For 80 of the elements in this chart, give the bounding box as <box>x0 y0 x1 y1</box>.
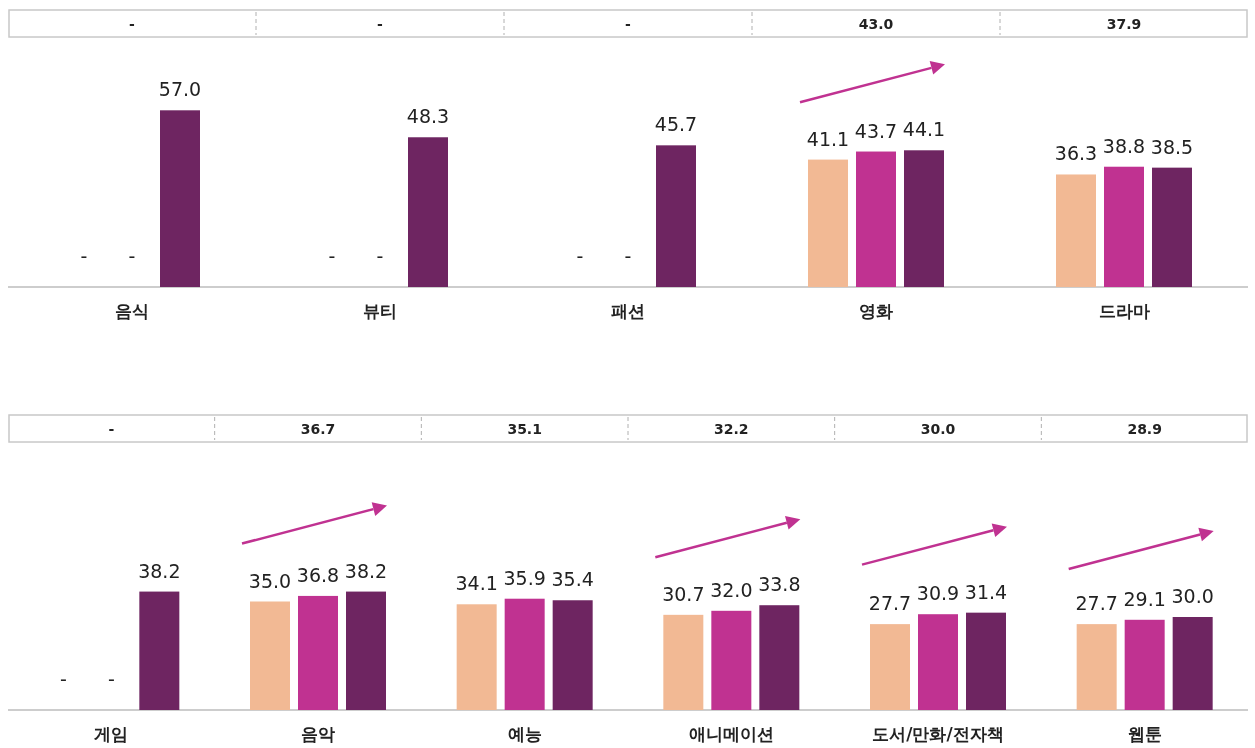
text: 30.0 <box>920 420 956 437</box>
bar <box>160 110 200 287</box>
data-label: 35.0 <box>248 569 292 592</box>
text: - <box>376 245 384 267</box>
text: 43.0 <box>858 15 894 32</box>
data-label: 34.1 <box>455 572 498 595</box>
text: - <box>377 15 384 32</box>
x-tick-label: 음식 <box>115 301 149 321</box>
bar <box>1056 174 1096 287</box>
x-tick-label: 웹툰 <box>1127 724 1162 744</box>
data-label: 36.8 <box>296 563 340 586</box>
bar <box>870 624 910 710</box>
bar <box>346 591 386 710</box>
x-tick-label: 드라마 <box>1098 301 1150 321</box>
bar <box>711 610 752 710</box>
x-tick-label: 도서/만화/전자책 <box>872 724 1004 744</box>
bar <box>856 151 896 287</box>
text: - <box>328 245 336 267</box>
bar <box>1124 619 1165 710</box>
bar <box>918 614 958 710</box>
data-label: 45.7 <box>654 113 698 136</box>
bar <box>808 159 848 287</box>
bar <box>456 604 497 710</box>
data-label: 30.9 <box>916 582 960 605</box>
x-tick-label: 패션 <box>611 301 645 321</box>
x-tick-label: 애니메이션 <box>688 724 774 744</box>
data-label: 43.7 <box>854 119 898 142</box>
data-label: 35.9 <box>503 566 546 589</box>
data-label: 33.8 <box>758 573 801 596</box>
x-tick-label: 예능 <box>507 724 542 744</box>
text: 32.2 <box>714 420 749 437</box>
text: - <box>108 420 115 437</box>
data-label: 32.0 <box>710 578 753 601</box>
data-label: 38.8 <box>1102 134 1146 157</box>
x-tick-label: 음악 <box>301 724 335 744</box>
x-tick-label: 뷰티 <box>363 301 397 321</box>
data-label: 29.1 <box>1123 587 1166 610</box>
data-label: 44.1 <box>902 118 946 141</box>
x-tick-label: 게임 <box>94 724 129 744</box>
data-label: 41.1 <box>806 127 850 150</box>
text: - <box>624 245 632 267</box>
bar <box>408 137 448 287</box>
bar <box>552 600 593 710</box>
bar <box>298 595 338 710</box>
data-label: 30.0 <box>1171 585 1214 607</box>
data-label: 35.4 <box>551 568 594 591</box>
bar <box>663 614 704 710</box>
bar <box>759 605 800 710</box>
text: 28.9 <box>1127 420 1162 437</box>
data-label: 27.7 <box>1075 592 1118 615</box>
data-label: 38.2 <box>344 559 388 582</box>
text: - <box>80 245 88 267</box>
data-label: 48.3 <box>406 105 450 128</box>
text: - <box>59 668 67 690</box>
data-label: 57.0 <box>158 78 202 101</box>
text: 37.9 <box>1106 15 1142 32</box>
bar <box>904 150 944 287</box>
text: - <box>107 668 115 690</box>
data-label: 31.4 <box>964 580 1008 603</box>
bar <box>139 591 180 710</box>
data-label: 36.3 <box>1054 142 1098 165</box>
text: 36.7 <box>300 420 336 437</box>
bar <box>1172 617 1213 710</box>
text: - <box>576 245 584 267</box>
bar <box>966 612 1006 710</box>
x-tick-label: 영화 <box>859 301 893 321</box>
bar <box>656 145 696 287</box>
text: - <box>625 15 632 32</box>
bar <box>504 598 545 710</box>
bar <box>1076 624 1117 710</box>
data-label: 30.7 <box>662 582 705 605</box>
text: - <box>128 245 136 267</box>
bar <box>250 601 290 710</box>
data-label: 27.7 <box>868 592 912 615</box>
bar <box>1104 166 1144 287</box>
bar <box>1152 167 1192 287</box>
data-label: 38.5 <box>1150 135 1194 158</box>
data-label: 38.2 <box>138 559 181 582</box>
text: 35.1 <box>507 420 542 437</box>
text: - <box>129 15 136 32</box>
